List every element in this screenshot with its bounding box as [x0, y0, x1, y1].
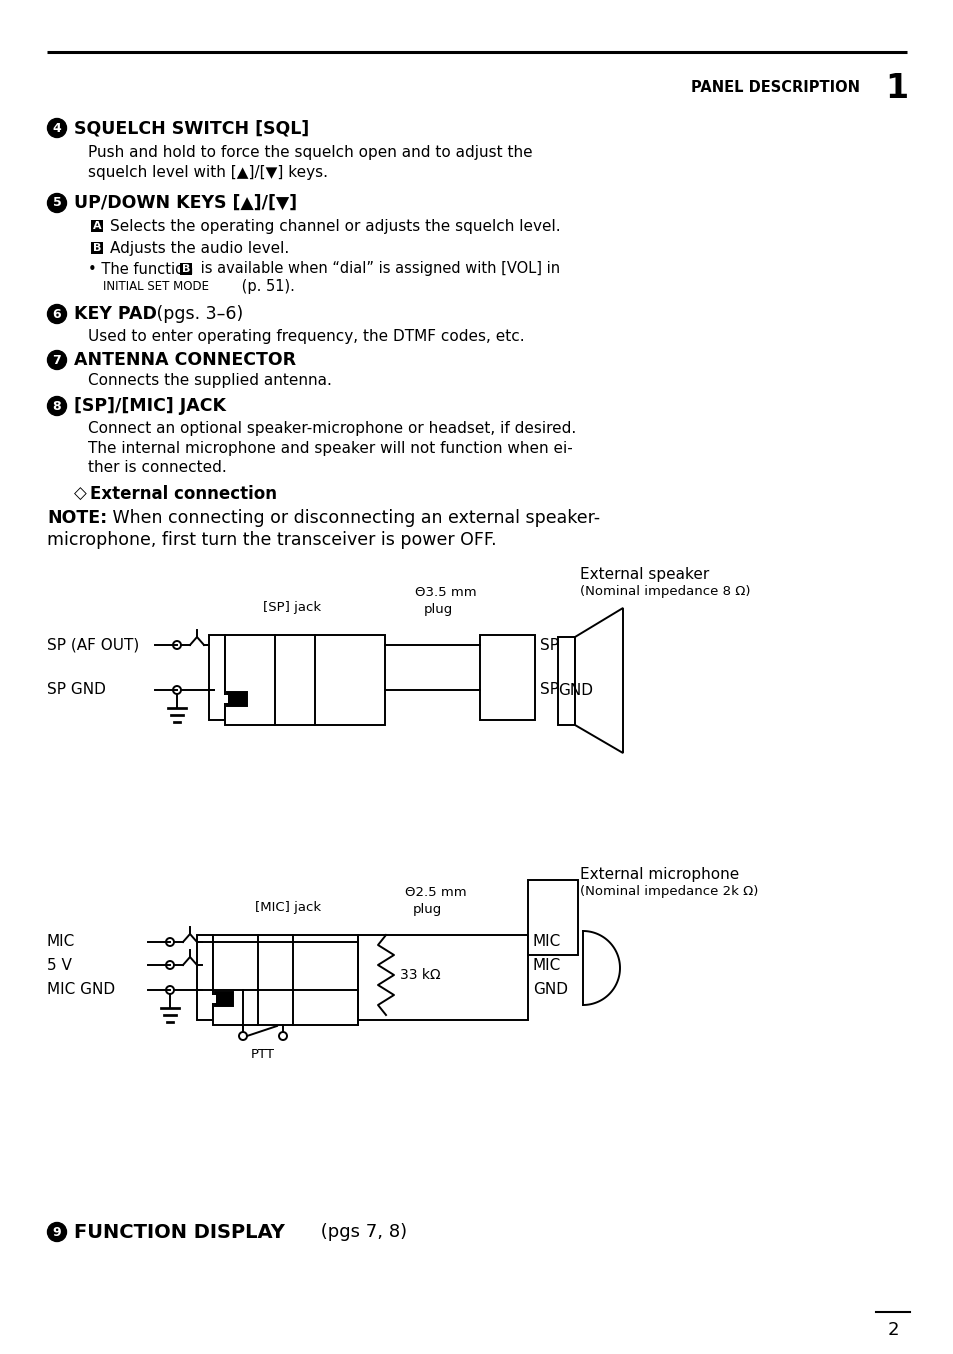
Bar — [91, 242, 103, 255]
Text: (pgs 7, 8): (pgs 7, 8) — [314, 1223, 407, 1242]
Text: 7: 7 — [52, 353, 61, 367]
Text: The internal microphone and speaker will not function when ei-: The internal microphone and speaker will… — [88, 440, 572, 455]
Text: SQUELCH SWITCH [SQL]: SQUELCH SWITCH [SQL] — [74, 119, 309, 137]
Text: B: B — [182, 264, 190, 274]
Text: PANEL DESCRIPTION: PANEL DESCRIPTION — [690, 80, 859, 96]
Text: microphone, first turn the transceiver is power OFF.: microphone, first turn the transceiver i… — [47, 531, 497, 548]
Circle shape — [48, 194, 67, 213]
Text: Used to enter operating frequency, the DTMF codes, etc.: Used to enter operating frequency, the D… — [88, 329, 524, 344]
Text: squelch level with [▲]/[▼] keys.: squelch level with [▲]/[▼] keys. — [88, 164, 328, 180]
Bar — [91, 219, 103, 232]
Bar — [180, 263, 192, 275]
Bar — [221, 695, 228, 703]
Text: Θ2.5 mm: Θ2.5 mm — [405, 886, 466, 899]
Circle shape — [48, 119, 67, 138]
Bar — [209, 635, 225, 720]
Text: SP (AF OUT): SP (AF OUT) — [47, 638, 139, 653]
Text: A: A — [92, 221, 101, 232]
Text: GND: GND — [533, 983, 567, 998]
Text: ANTENNA CONNECTOR: ANTENNA CONNECTOR — [74, 351, 295, 370]
Text: (Nominal impedance 8 Ω): (Nominal impedance 8 Ω) — [579, 585, 750, 598]
Text: NOTE:: NOTE: — [47, 509, 107, 527]
Text: SP GND: SP GND — [47, 682, 106, 697]
Circle shape — [48, 1223, 67, 1242]
Text: MIC: MIC — [47, 934, 75, 949]
Text: MIC GND: MIC GND — [47, 983, 115, 998]
Text: When connecting or disconnecting an external speaker-: When connecting or disconnecting an exte… — [107, 509, 599, 527]
Text: KEY PAD: KEY PAD — [74, 305, 156, 324]
Text: SP: SP — [539, 638, 558, 653]
Text: (pgs. 3–6): (pgs. 3–6) — [151, 305, 243, 324]
Text: 6: 6 — [52, 307, 61, 321]
Circle shape — [48, 351, 67, 370]
Text: Θ3.5 mm: Θ3.5 mm — [415, 585, 476, 598]
Text: • The function: • The function — [88, 261, 198, 276]
Text: plug: plug — [423, 603, 453, 616]
Text: (p. 51).: (p. 51). — [236, 279, 294, 295]
Text: UP/DOWN KEYS [▲]/[▼]: UP/DOWN KEYS [▲]/[▼] — [74, 194, 296, 213]
Text: ◇: ◇ — [74, 485, 87, 502]
Text: INITIAL SET MODE: INITIAL SET MODE — [103, 280, 209, 294]
Text: SP: SP — [539, 682, 558, 697]
Text: PTT: PTT — [251, 1048, 274, 1060]
Text: 33 kΩ: 33 kΩ — [399, 968, 440, 982]
Polygon shape — [575, 608, 622, 753]
Text: MIC: MIC — [533, 934, 560, 949]
Text: is available when “dial” is assigned with [VOL] in: is available when “dial” is assigned wit… — [195, 261, 559, 276]
Circle shape — [48, 397, 67, 416]
Bar — [196, 936, 213, 1020]
Text: Connects the supplied antenna.: Connects the supplied antenna. — [88, 374, 332, 389]
Text: 2: 2 — [886, 1322, 898, 1339]
Bar — [357, 936, 527, 1020]
Circle shape — [220, 995, 226, 1001]
Bar — [213, 936, 357, 1025]
Text: 5 V: 5 V — [47, 957, 71, 972]
Text: [SP]/[MIC] JACK: [SP]/[MIC] JACK — [74, 397, 226, 414]
Bar — [479, 635, 535, 720]
Text: Push and hold to force the squelch open and to adjust the: Push and hold to force the squelch open … — [88, 145, 532, 160]
Text: 4: 4 — [52, 122, 61, 134]
Text: FUNCTION DISPLAY: FUNCTION DISPLAY — [74, 1223, 285, 1242]
Text: [SP] jack: [SP] jack — [263, 601, 321, 615]
Text: 1: 1 — [884, 72, 907, 104]
Text: External connection: External connection — [90, 485, 276, 502]
Text: (Nominal impedance 2k Ω): (Nominal impedance 2k Ω) — [579, 886, 758, 899]
Text: MIC: MIC — [533, 957, 560, 972]
Text: plug: plug — [413, 903, 442, 915]
Text: Connect an optional speaker-microphone or headset, if desired.: Connect an optional speaker-microphone o… — [88, 421, 576, 436]
Bar — [527, 880, 578, 955]
Bar — [214, 992, 233, 1006]
Text: External microphone: External microphone — [579, 867, 739, 881]
Bar — [209, 995, 215, 1003]
Text: Adjusts the audio level.: Adjusts the audio level. — [110, 241, 289, 256]
Bar — [227, 692, 247, 705]
Text: GND: GND — [558, 666, 593, 699]
Text: B: B — [92, 242, 101, 253]
Bar — [558, 636, 575, 724]
Bar — [225, 635, 385, 724]
Text: 8: 8 — [52, 399, 61, 413]
Text: External speaker: External speaker — [579, 566, 708, 581]
Text: 5: 5 — [52, 196, 61, 210]
Text: Selects the operating channel or adjusts the squelch level.: Selects the operating channel or adjusts… — [110, 218, 560, 233]
Text: [MIC] jack: [MIC] jack — [254, 902, 321, 914]
Text: ther is connected.: ther is connected. — [88, 460, 227, 475]
Circle shape — [232, 695, 237, 701]
Circle shape — [48, 305, 67, 324]
Text: 9: 9 — [52, 1225, 61, 1239]
